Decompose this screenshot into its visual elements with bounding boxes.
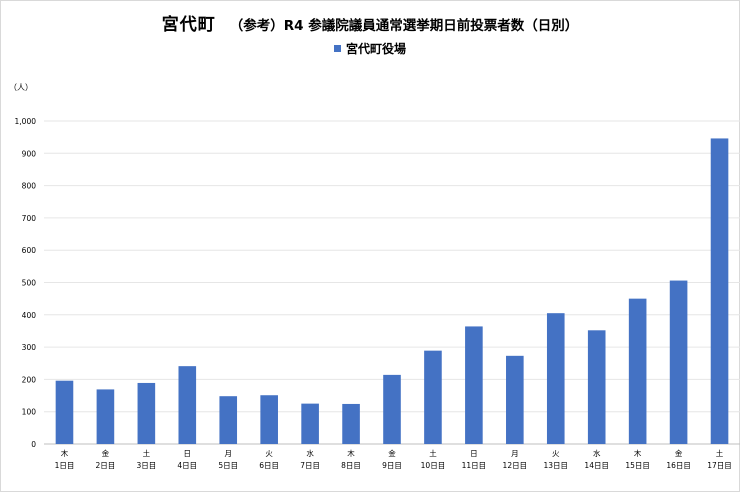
x-tick-label-weekday: 月 [511, 449, 519, 458]
x-tick-label-weekday: 金 [102, 448, 110, 458]
x-tick-label-weekday: 木 [347, 448, 355, 458]
bar [260, 395, 278, 444]
x-tick-label-day: 8日目 [341, 461, 361, 470]
y-tick-label: 900 [22, 149, 37, 158]
x-tick-label-day: 2日目 [96, 461, 116, 470]
bar [178, 366, 197, 444]
bar [587, 330, 606, 444]
bar [383, 374, 401, 444]
bar [219, 396, 238, 444]
x-tick-label-day: 6日目 [259, 461, 279, 470]
y-tick-label: 600 [22, 246, 37, 255]
chart-title: 宮代町 （参考）R4 参議院議員通常選挙期日前投票者数（日別） [0, 10, 740, 35]
chart-subtitle: （参考）R4 参議院議員通常選挙期日前投票者数（日別） [229, 18, 579, 34]
x-tick-label-weekday: 金 [675, 448, 683, 458]
bar [137, 382, 156, 444]
x-tick-label-weekday: 月 [224, 449, 232, 458]
x-tick-label-weekday: 金 [388, 448, 396, 458]
x-tick-label-day: 4日目 [177, 461, 197, 470]
bar [465, 326, 483, 444]
x-tick-label-day: 12日目 [503, 461, 528, 470]
legend-label: 宮代町役場 [345, 42, 406, 56]
x-tick-label-day: 9日目 [382, 461, 402, 470]
x-tick-label-weekday: 火 [265, 449, 273, 458]
x-tick-label-day: 10日目 [421, 461, 446, 470]
y-tick-label: 100 [22, 408, 37, 417]
chart-title-main: 宮代町 [161, 15, 216, 35]
bar [342, 403, 360, 444]
x-tick-label-weekday: 火 [552, 449, 560, 458]
x-tick-label-day: 7日目 [300, 461, 320, 470]
x-tick-label-weekday: 土 [429, 448, 437, 458]
y-tick-label: 300 [22, 343, 37, 352]
bar [96, 389, 115, 444]
x-tick-label-weekday: 水 [593, 448, 601, 458]
x-tick-label-day: 16日目 [666, 461, 691, 470]
y-tick-label: 0 [31, 440, 36, 449]
x-tick-label-weekday: 木 [61, 448, 69, 458]
legend: 宮代町役場 [0, 40, 740, 57]
x-tick-label-weekday: 土 [143, 448, 151, 458]
legend-swatch [333, 45, 341, 52]
bar [710, 138, 729, 444]
bar [55, 380, 74, 444]
x-tick-label-weekday: 土 [716, 448, 724, 458]
x-tick-label-day: 13日目 [543, 461, 568, 470]
x-tick-label-day: 5日目 [218, 461, 238, 470]
x-tick-label-day: 17日目 [707, 461, 732, 470]
x-tick-label-weekday: 日 [184, 449, 192, 458]
y-tick-label: 800 [22, 182, 37, 191]
x-tick-label-day: 1日目 [55, 461, 75, 470]
x-tick-label-day: 14日目 [584, 461, 609, 470]
y-tick-label: 400 [22, 311, 37, 320]
x-tick-label-day: 3日目 [136, 461, 156, 470]
bar [669, 280, 688, 444]
x-tick-label-weekday: 水 [306, 448, 314, 458]
x-tick-label-weekday: 日 [470, 449, 478, 458]
x-tick-label-day: 15日目 [625, 461, 650, 470]
bar [301, 403, 319, 444]
bar [628, 298, 647, 444]
y-tick-label: 700 [22, 214, 37, 223]
y-axis-unit-label: （人） [9, 83, 33, 92]
bar [546, 313, 565, 444]
bar [506, 355, 524, 444]
y-tick-label: 1,000 [15, 117, 37, 126]
bar [424, 350, 442, 444]
y-tick-label: 500 [22, 279, 37, 288]
x-tick-label-weekday: 木 [634, 448, 642, 458]
y-tick-label: 200 [22, 375, 37, 384]
x-tick-label-day: 11日目 [462, 461, 487, 470]
